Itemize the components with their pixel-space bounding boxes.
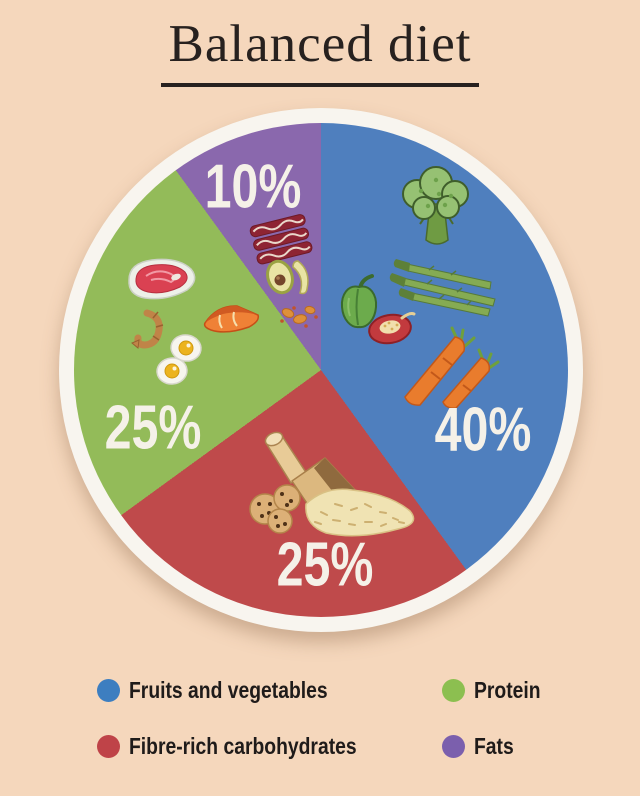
legend-item-fibre-carbs: Fibre-rich carbohydrates <box>97 733 442 759</box>
header: Balanced diet <box>0 14 640 87</box>
red-pepper-icon <box>368 312 416 345</box>
pie-label-fruits-veg: 40% <box>434 395 532 465</box>
bacon-icon <box>249 214 313 265</box>
legend-dot-purple <box>442 735 465 758</box>
pie-label-fibre-carbs: 25% <box>276 530 374 600</box>
grain-pile-icon <box>305 488 415 537</box>
food-illustrations <box>128 166 500 537</box>
pie-label-fats: 10% <box>204 152 302 222</box>
broccoli-icon <box>402 166 469 245</box>
steak-icon <box>128 258 196 300</box>
avocado-icon <box>266 259 309 295</box>
legend: Fruits and vegetables Protein Fibre-rich… <box>97 677 553 759</box>
cookies-icon <box>249 484 301 534</box>
pie-label-protein: 25% <box>104 393 202 463</box>
legend-label: Fruits and vegetables <box>129 677 328 703</box>
salmon-icon <box>203 305 260 333</box>
legend-dot-blue <box>97 679 120 702</box>
page-title: Balanced diet <box>160 14 480 87</box>
legend-item-protein: Protein <box>442 677 553 703</box>
pie-chart: 10% 40% 25% 25% <box>59 108 583 632</box>
legend-label: Fibre-rich carbohydrates <box>129 733 357 759</box>
legend-dot-red <box>97 735 120 758</box>
fried-eggs-icon <box>156 334 202 385</box>
asparagus-icon <box>389 259 496 317</box>
legend-dot-green <box>442 679 465 702</box>
legend-item-fruits-veg: Fruits and vegetables <box>97 677 442 703</box>
green-pepper-icon <box>340 274 378 329</box>
shrimp-icon <box>131 309 164 349</box>
legend-label: Protein <box>474 677 541 703</box>
nuts-icon <box>280 305 318 328</box>
legend-item-fats: Fats <box>442 733 553 759</box>
carrots-icon <box>404 326 500 409</box>
legend-label: Fats <box>474 733 514 759</box>
